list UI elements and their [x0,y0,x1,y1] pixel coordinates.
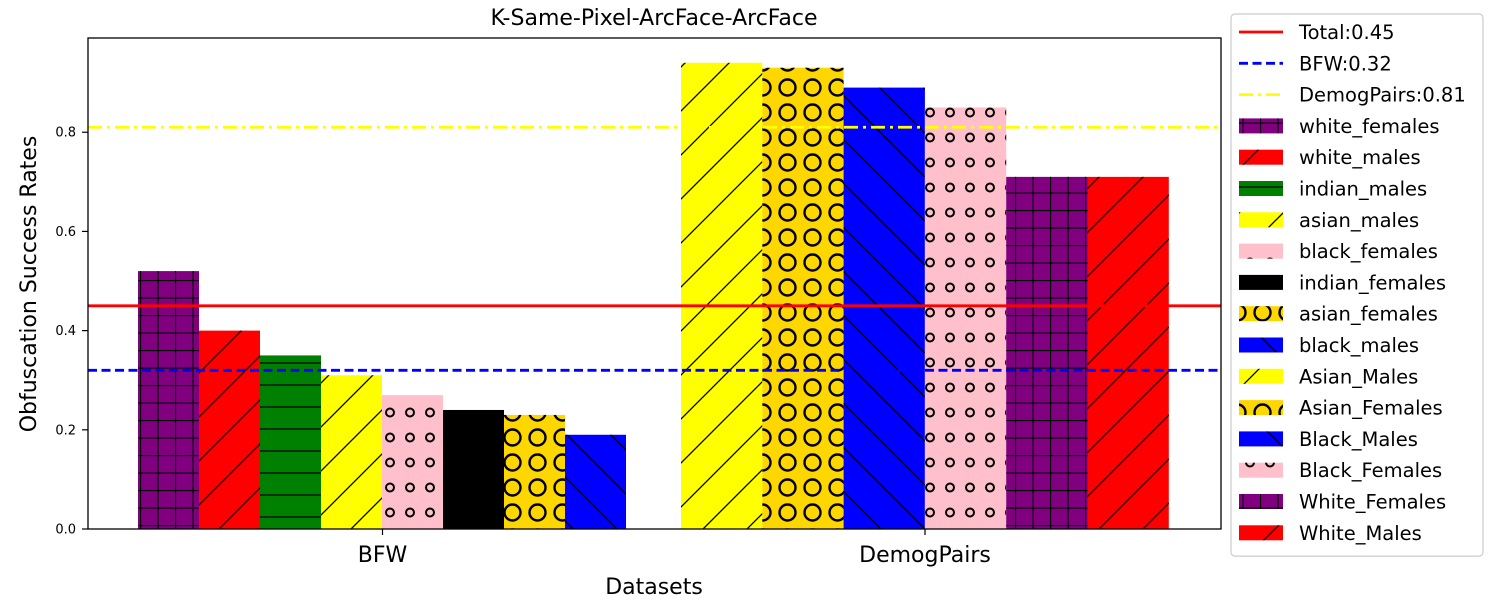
legend-swatch-hatch [1239,149,1283,165]
legend-label: White_Females [1299,491,1446,514]
legend-swatch-hatch [1239,431,1283,447]
legend-label: black_females [1299,240,1438,263]
bar-hatch-demogpairs-asian-females [762,67,844,530]
y-tick-label: 0.0 [55,523,76,538]
reference-lines [88,125,1221,372]
legend-item-black-males: Black_Males [1239,428,1418,451]
legend-swatch-hatch [1239,494,1283,509]
bar-hatch-demogpairs-black-females [924,107,1007,530]
legend-label: asian_females [1299,303,1438,326]
legend-swatch-hatch [1239,118,1283,134]
legend-item-white-males: White_Males [1239,522,1422,545]
legend-item-white-males: white_males [1239,146,1421,169]
bar-hatch-bfw-black-males [565,434,626,529]
y-axis: 0.0 0.2 0.4 0.6 0.8 [55,126,88,538]
bar-hatch-bfw-white-females [138,271,199,529]
legend-swatch-hatch [1239,212,1283,228]
y-tick-label: 0.8 [55,126,76,141]
y-tick-label: 0.2 [55,423,76,438]
bar-hatch-bfw-black-females [382,395,443,529]
legend-label: asian_males [1299,209,1419,232]
legend-label: indian_males [1299,178,1427,201]
legend-swatch-hatch [1239,525,1283,541]
x-tick-label-bfw: BFW [358,543,408,568]
y-axis-title: Obfuscation Success Rates [17,136,42,433]
x-axis-title: Datasets [605,575,703,600]
bar-hatch-demogpairs-white-males [1087,176,1169,529]
y-tick-label: 0.6 [55,225,76,240]
bar-bfw-indian-females [443,409,504,529]
legend-item-indian-males: indian_males [1239,178,1427,201]
legend-label: Total:0.45 [1298,21,1395,44]
x-axis: BFW DemogPairs [358,529,991,568]
legend-label: BFW:0.32 [1299,52,1392,75]
legend: Total:0.45 BFW:0.32 DemogPairs:0.81 white_f… [1230,13,1484,557]
legend-item-black-males: black_males [1239,334,1419,357]
legend-swatch-hatch [1239,337,1283,353]
legend-item-asian-females: Asian_Females [1239,397,1443,420]
legend-swatch-hatch [1239,368,1283,384]
legend-label: Asian_Males [1299,365,1418,388]
bar-hatch-demogpairs-asian-males [681,62,763,530]
legend-swatch [1239,274,1283,290]
legend-item-asian-females: asian_females [1239,303,1438,326]
legend-swatch-hatch [1239,400,1283,416]
x-tick-label-demogpairs: DemogPairs [859,543,991,568]
legend-swatch-hatch [1239,243,1283,259]
legend-label: white_females [1299,115,1440,138]
legend-item-indian-females: indian_females [1239,271,1446,294]
legend-label: Black_Females [1299,459,1442,482]
legend-item-black-females: black_females [1239,240,1438,263]
bar-hatch-demogpairs-white-females [1006,176,1088,529]
legend-item-white-females: White_Females [1239,491,1446,514]
legend-label: white_males [1299,146,1421,169]
legend-label: Black_Males [1299,428,1418,451]
legend-frame [1230,13,1484,557]
legend-label: DemogPairs:0.81 [1299,84,1466,107]
legend-swatch-hatch [1239,181,1283,196]
legend-item-black-females: Black_Females [1239,459,1442,482]
bar-hatch-demogpairs-black-males [843,87,925,530]
y-tick-label: 0.4 [55,324,76,339]
legend-item-asian-males: asian_males [1239,209,1419,232]
legend-swatch-hatch [1239,306,1283,322]
legend-label: Asian_Females [1299,397,1443,420]
plot-area [138,62,1169,530]
legend-label: indian_females [1299,271,1446,294]
legend-item-total-0-45: Total:0.45 [1239,21,1395,44]
legend-item-bfw-0-32: BFW:0.32 [1239,52,1392,75]
legend-label: White_Males [1299,522,1422,545]
legend-swatch-hatch [1239,462,1283,478]
legend-item-asian-males: Asian_Males [1239,365,1418,388]
chart-title: K-Same-Pixel-ArcFace-ArcFace [490,6,817,31]
bar-hatch-bfw-asian-males [321,375,382,529]
plot-frame [87,37,1222,530]
legend-item-white-females: white_females [1239,115,1440,138]
bar-hatch-bfw-white-males [199,330,260,529]
bar-hatch-bfw-indian-males [260,355,321,529]
bar-hatch-bfw-asian-females [504,414,565,529]
legend-item-demogpairs-0-81: DemogPairs:0.81 [1239,84,1466,107]
legend-label: black_males [1299,334,1419,357]
